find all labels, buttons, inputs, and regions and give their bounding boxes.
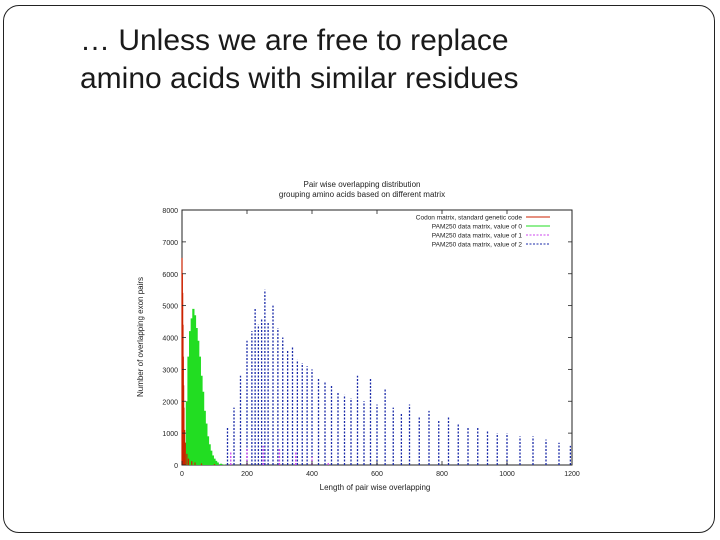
y-tick-label: 4000 [162,336,178,343]
legend-label: Codon matrix, standard genetic code [416,215,523,222]
chart-marks [181,257,572,465]
y-tick-label: 2000 [162,399,178,406]
legend-label: PAM250 data matrix, value of 1 [432,233,523,240]
y-tick-label: 7000 [162,240,178,247]
slide-title: … Unless we are free to replace amino ac… [80,22,680,98]
y-axis-label: Number of overlapping exon pairs [136,277,145,397]
slide-title-line-2: amino acids with similar residues [80,62,519,95]
x-tick-label: 400 [306,471,318,478]
legend-label: PAM250 data matrix, value of 0 [432,224,523,231]
x-tick-label: 600 [371,471,383,478]
x-tick-label: 0 [180,471,184,478]
y-tick-label: 8000 [162,208,178,215]
overlap-distribution-chart: 0 1000 2000 3000 4000 5000 6000 7000 8000 0 200 400… [136,180,580,492]
legend-label: PAM250 data matrix, value of 2 [432,242,523,249]
x-tick-label: 1200 [564,471,580,478]
chart-axes: 0 1000 2000 3000 4000 5000 6000 7000 8000 0 200 400… [162,208,579,478]
y-tick-label: 1000 [162,431,178,438]
chart-legend: Codon matrix, standard genetic code PAM25… [416,215,550,249]
x-tick-label: 1000 [499,471,515,478]
slide-frame [3,5,715,533]
x-tick-label: 800 [436,471,448,478]
series-pam250-data-matrix-value-of-2 [226,289,572,465]
y-tick-label: 0 [174,463,178,470]
y-tick-label: 3000 [162,367,178,374]
x-tick-label: 200 [241,471,253,478]
y-tick-label: 5000 [162,304,178,311]
x-axis-label: Length of pair wise overlapping [320,483,431,492]
chart-subtitle: grouping amino acids based on different … [279,190,445,199]
y-tick-label: 6000 [162,272,178,279]
slide-title-line-1: … Unless we are free to replace [80,24,509,57]
chart-title: Pair wise overlapping distribution [304,180,421,189]
